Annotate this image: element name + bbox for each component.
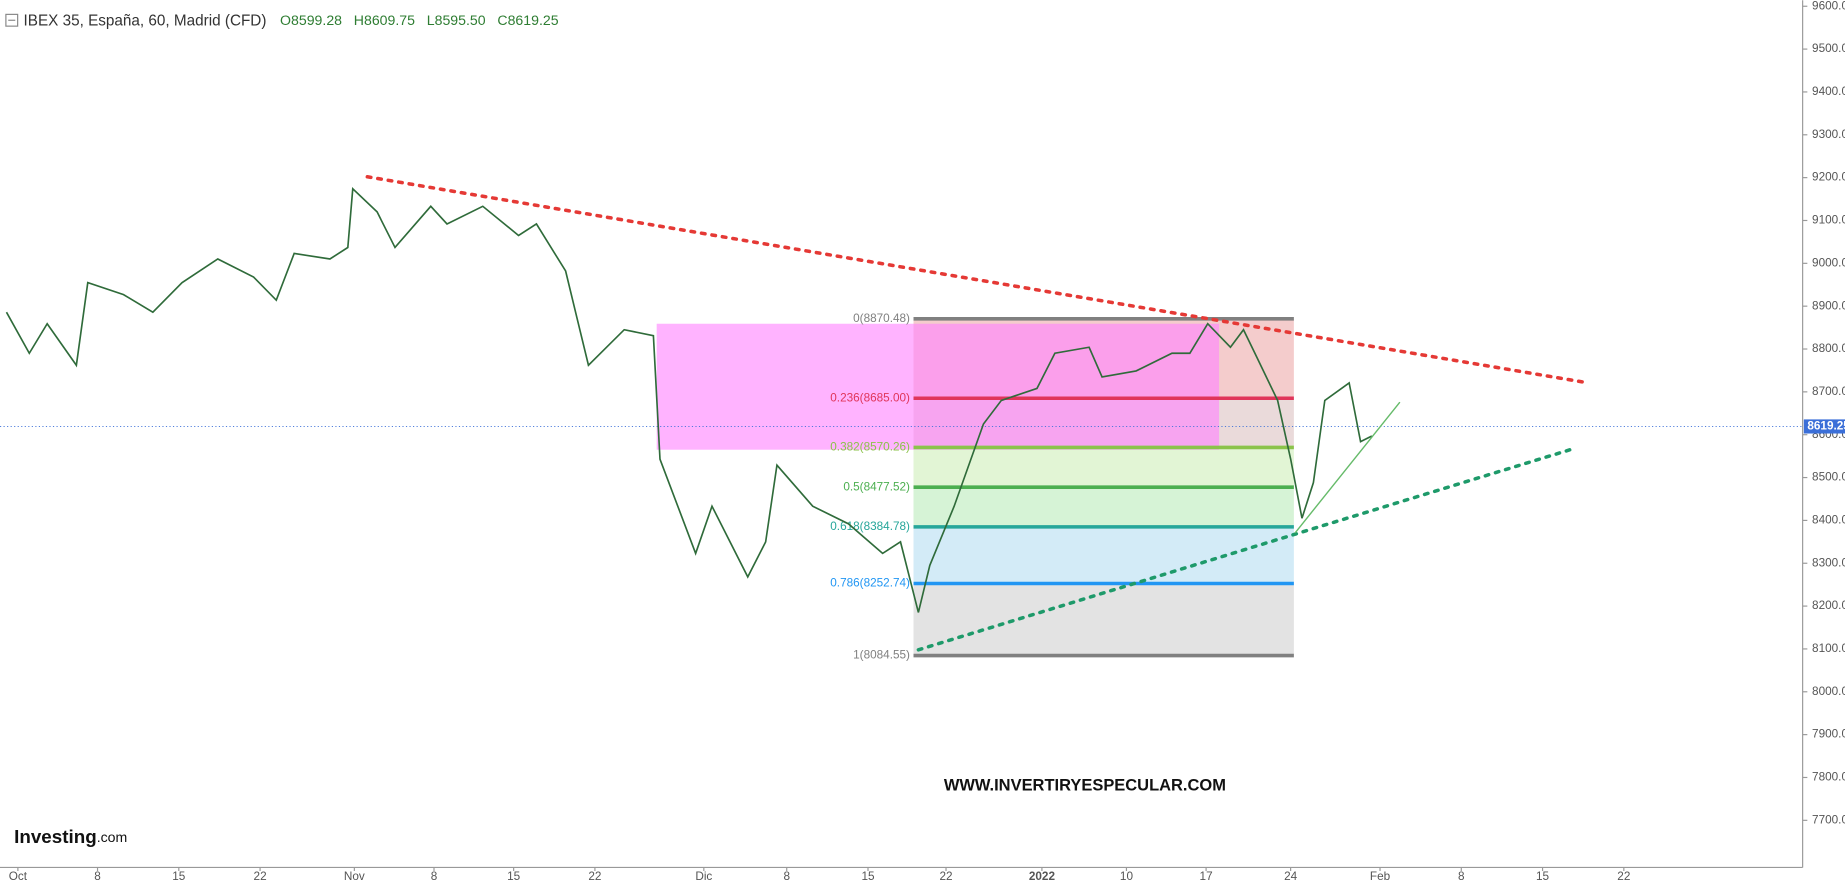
x-tick-label: 15 xyxy=(507,870,521,883)
y-tick-label: 7800.00 xyxy=(1812,771,1845,784)
y-tick-label: 8300.00 xyxy=(1812,556,1845,569)
y-tick-label: 8700.00 xyxy=(1812,385,1845,398)
y-tick-label: 8900.00 xyxy=(1812,299,1845,312)
y-tick-label: 8000.00 xyxy=(1812,685,1845,698)
x-tick-label: 8 xyxy=(94,870,101,883)
x-tick-label: 15 xyxy=(172,870,186,883)
last-price-tag xyxy=(1803,419,1845,434)
x-tick-label: 22 xyxy=(939,870,952,883)
x-tick-label: 8 xyxy=(431,870,438,883)
y-tick-label: 8200.00 xyxy=(1812,599,1845,612)
x-tick-label: 22 xyxy=(1617,870,1630,883)
fib-label: 0(8870.48) xyxy=(853,312,910,325)
y-tick-label: 9100.00 xyxy=(1812,214,1845,227)
fib-label: 0.786(8252.74) xyxy=(830,577,910,590)
fib-zone xyxy=(913,583,1294,656)
x-tick-label: 8 xyxy=(1458,870,1465,883)
x-tick-label: 15 xyxy=(861,870,875,883)
x-tick-label: Nov xyxy=(344,870,365,883)
y-tick-label: 8100.00 xyxy=(1812,642,1845,655)
x-tick-label: 8 xyxy=(783,870,790,883)
x-tick-label: 10 xyxy=(1120,870,1134,883)
chart-title: IBEX 35, España, 60, Madrid (CFD) xyxy=(24,12,267,29)
fib-label: 0.5(8477.52) xyxy=(843,480,910,493)
y-tick-label: 8400.00 xyxy=(1812,514,1845,527)
y-tick-label: 7900.00 xyxy=(1812,728,1845,741)
fib-zone xyxy=(913,526,1294,584)
y-tick-label: 8500.00 xyxy=(1812,471,1845,484)
fib-zone xyxy=(913,487,1294,527)
price-line xyxy=(5,186,1373,613)
x-tick-label: 2022 xyxy=(1029,870,1056,883)
x-tick-label: Feb xyxy=(1370,870,1391,883)
y-tick-label: 7700.00 xyxy=(1812,813,1845,826)
ohlc-value: C8619.25 xyxy=(497,12,558,28)
trendline xyxy=(1294,401,1401,534)
y-tick-label: 9400.00 xyxy=(1812,85,1845,98)
x-tick-label: 15 xyxy=(1536,870,1550,883)
ohlc-value: O8599.28 xyxy=(280,12,342,28)
y-tick-label: 9600.00 xyxy=(1812,0,1845,12)
fib-label: 0.382(8570.26) xyxy=(830,441,910,454)
trendline xyxy=(916,447,1572,652)
collapse-icon[interactable] xyxy=(5,13,19,27)
y-tick-label: 9500.00 xyxy=(1812,42,1845,55)
logo: Investing.com xyxy=(14,826,127,847)
x-tick-label: 17 xyxy=(1200,870,1213,883)
ohlc-value: L8595.50 xyxy=(427,12,486,28)
x-tick-label: Oct xyxy=(9,870,28,883)
highlight-box xyxy=(656,323,1220,450)
fib-label: 1(8084.55) xyxy=(853,649,910,662)
plot-area: 0(8870.48) 0.236(8685.00) 0.382(8570.26) 0.… xyxy=(0,175,1803,662)
fib-label: 0.618(8384.78) xyxy=(830,520,910,533)
trendline xyxy=(365,175,1590,385)
ohlc-value: H8609.75 xyxy=(354,12,415,28)
last-price-label: 8619.25 xyxy=(1807,420,1845,433)
y-tick-label: 9000.00 xyxy=(1812,256,1845,269)
watermark: WWW.INVERTIRYESPECULAR.COM xyxy=(944,777,1226,795)
y-tick-label: 8800.00 xyxy=(1812,342,1845,355)
x-tick-label: 22 xyxy=(588,870,601,883)
x-tick-label: 22 xyxy=(254,870,267,883)
logo-suffix: .com xyxy=(97,829,128,845)
y-tick-label: 9200.00 xyxy=(1812,171,1845,184)
x-tick-label: 24 xyxy=(1284,870,1298,883)
fib-label: 0.236(8685.00) xyxy=(830,391,910,404)
fib-zone xyxy=(913,447,1294,488)
x-tick-label: Dic xyxy=(695,870,712,883)
logo-main: Investing xyxy=(14,826,97,847)
y-tick-label: 9300.00 xyxy=(1812,128,1845,141)
